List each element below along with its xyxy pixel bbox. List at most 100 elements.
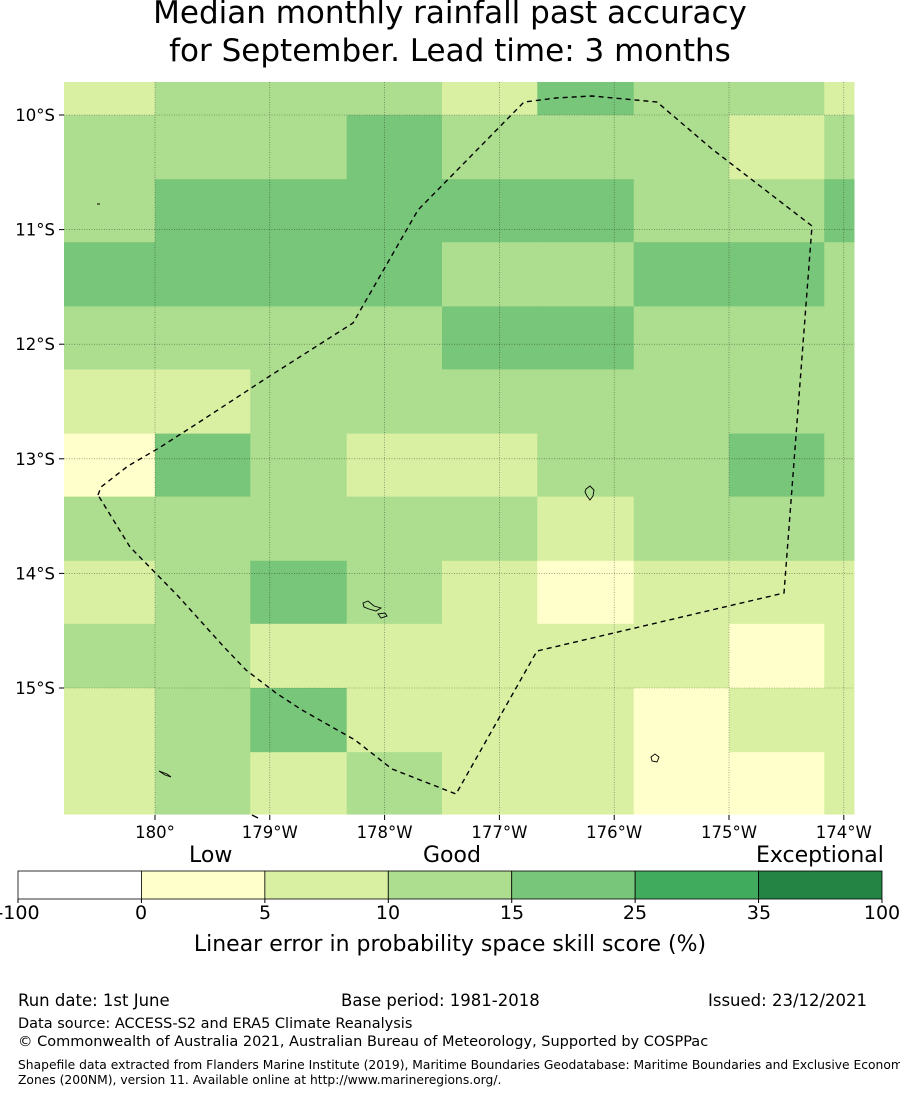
longitude-label: 176°W (586, 823, 642, 842)
skill-cell (729, 752, 825, 815)
skill-cell (346, 560, 443, 625)
boundary-stub (251, 814, 259, 819)
skill-cell (64, 82, 156, 116)
skill-cell (729, 560, 825, 625)
latitude-label: 11°S (15, 221, 55, 240)
skill-cell (64, 369, 156, 435)
skill-cell (442, 369, 538, 435)
skill-cell (155, 496, 251, 562)
skill-cell (155, 369, 251, 435)
base-period: Base period: 1981-2018 (341, 991, 540, 1010)
skill-cell (824, 179, 855, 243)
skill-cell (537, 688, 635, 753)
map-title-line-2: for September. Lead time: 3 months (169, 33, 731, 69)
skill-cell (633, 688, 730, 753)
skill-cell (442, 623, 538, 689)
colorbar-segment (264, 870, 389, 900)
skill-cell (64, 752, 156, 815)
skill-cell (250, 623, 348, 689)
copyright-notice: © Commonwealth of Australia 2021, Austra… (18, 1034, 709, 1050)
longitude-label: 174°W (816, 823, 872, 842)
colorbar-segment (634, 870, 759, 900)
skill-cell (155, 82, 251, 116)
island-southwest (158, 770, 172, 778)
skill-cell (442, 242, 538, 307)
colorbar-tick: 10 (375, 902, 401, 924)
skill-cell (537, 752, 635, 815)
skill-cell (346, 369, 443, 435)
skill-cell (537, 369, 635, 435)
skill-cell (250, 242, 348, 307)
skill-cell (824, 115, 855, 180)
issued-date: Issued: 23/12/2021 (708, 991, 868, 1010)
skill-cell (250, 688, 348, 753)
skill-cell (250, 115, 348, 180)
skill-cell (824, 82, 855, 116)
skill-cell (633, 433, 730, 498)
skill-cell (537, 179, 635, 243)
latitude-label: 10°S (15, 106, 55, 125)
skill-cell (537, 623, 635, 689)
skill-cell (346, 433, 443, 498)
skill-cell (729, 82, 825, 116)
skill-cell (346, 82, 443, 116)
skill-cell (155, 179, 251, 243)
colorbar-title: Linear error in probability space skill … (193, 932, 707, 957)
skill-cell (250, 306, 348, 370)
skill-cell (633, 496, 730, 562)
longitude-label: 177°W (471, 823, 527, 842)
skill-cell (442, 688, 538, 753)
skill-cell (250, 752, 348, 815)
skill-cell (155, 752, 251, 815)
shapefile-credit-line-1: Shapefile data extracted from Flanders M… (18, 1058, 900, 1072)
colorbar-tick: 15 (499, 902, 525, 924)
colorbar-tick: 0 (134, 902, 148, 924)
skill-cell (537, 560, 635, 625)
colorbar-category-low: Low (189, 843, 233, 868)
skill-grid (64, 82, 855, 815)
latitude-labels: 10°S 11°S 12°S 13°S 14°S 15°S (15, 106, 55, 698)
skill-cell (155, 433, 251, 498)
longitude-label: 178°W (357, 823, 413, 842)
skill-cell (537, 242, 635, 307)
colorbar-tick: 100 (863, 902, 900, 924)
colorbar-tick: 5 (258, 902, 272, 924)
skill-cell (155, 306, 251, 370)
colorbar-segment (17, 870, 142, 900)
shapefile-credit-line-2: Zones (200NM), version 11. Available onl… (18, 1073, 502, 1087)
map-title-line-1: Median monthly rainfall past accuracy (153, 0, 747, 31)
skill-cell (824, 688, 855, 753)
skill-cell (250, 560, 348, 625)
skill-cell (346, 306, 443, 370)
skill-cell (155, 623, 251, 689)
latitude-label: 14°S (15, 564, 55, 583)
skill-cell (824, 623, 855, 689)
axis-ticks (59, 114, 845, 820)
longitude-label: 180° (135, 823, 175, 842)
colorbar-segment (758, 870, 883, 900)
latitude-label: 13°S (15, 450, 55, 469)
skill-cell (155, 688, 251, 753)
colorbar-segment (387, 870, 513, 900)
skill-cell (729, 306, 825, 370)
skill-cell (64, 560, 156, 625)
skill-cell (250, 433, 348, 498)
skill-cell (442, 82, 538, 116)
skill-cell (633, 560, 730, 625)
skill-cell (250, 369, 348, 435)
latitude-label: 12°S (15, 335, 55, 354)
island-swains (650, 753, 660, 763)
skill-cell (824, 242, 855, 307)
skill-cell (442, 496, 538, 562)
skill-cell (824, 433, 855, 498)
skill-cell (729, 623, 825, 689)
skill-cell (633, 179, 730, 243)
skill-cell (442, 752, 538, 815)
skill-cell (250, 179, 348, 243)
skill-cell (64, 496, 156, 562)
skill-cell (155, 560, 251, 625)
colorbar-segment (511, 870, 636, 900)
skill-cell (729, 496, 825, 562)
skill-cell (633, 623, 730, 689)
